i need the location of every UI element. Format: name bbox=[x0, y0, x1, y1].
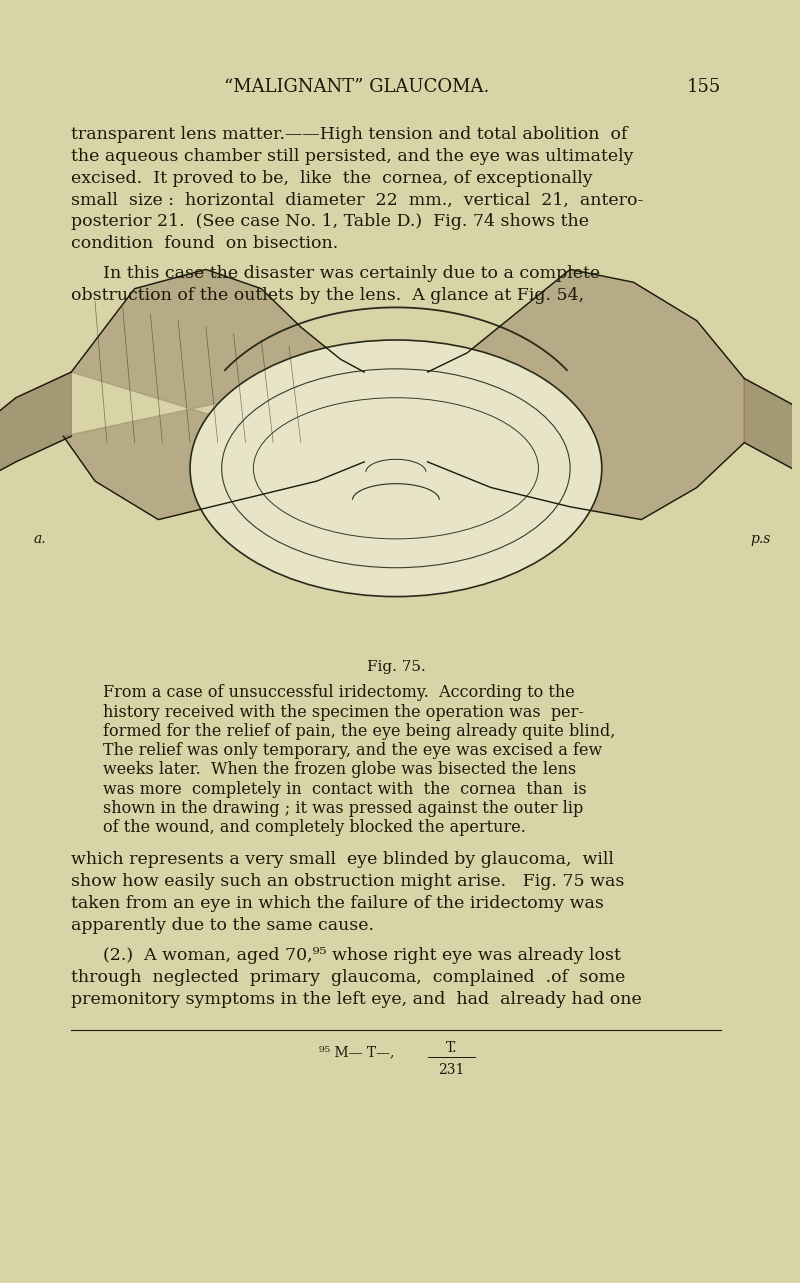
Text: shown in the drawing ; it was pressed against the outer lip: shown in the drawing ; it was pressed ag… bbox=[103, 799, 583, 817]
Text: condition  found  on bisection.: condition found on bisection. bbox=[71, 235, 338, 253]
Text: posterior 21.  (See case No. 1, Table D.)  Fig. 74 shows the: posterior 21. (See case No. 1, Table D.)… bbox=[71, 213, 590, 231]
Text: of the wound, and completely blocked the aperture.: of the wound, and completely blocked the… bbox=[103, 819, 526, 837]
Ellipse shape bbox=[190, 340, 602, 597]
Text: Fig. 75.: Fig. 75. bbox=[366, 661, 426, 674]
Text: a.: a. bbox=[34, 532, 46, 545]
Text: T.: T. bbox=[446, 1042, 457, 1055]
Text: From a case of unsuccessful iridectomy.  According to the: From a case of unsuccessful iridectomy. … bbox=[103, 684, 574, 702]
Polygon shape bbox=[63, 269, 364, 520]
Text: weeks later.  When the frozen globe was bisected the lens: weeks later. When the frozen globe was b… bbox=[103, 761, 576, 779]
Text: 231: 231 bbox=[438, 1064, 465, 1076]
Text: taken from an eye in which the failure of the iridectomy was: taken from an eye in which the failure o… bbox=[71, 894, 604, 912]
Text: was more  completely in  contact with  the  cornea  than  is: was more completely in contact with the … bbox=[103, 780, 586, 798]
Text: 155: 155 bbox=[686, 78, 721, 96]
Text: small  size :  horizontal  diameter  22  mm.,  vertical  21,  antero-: small size : horizontal diameter 22 mm.,… bbox=[71, 191, 644, 209]
Text: which represents a very small  eye blinded by glaucoma,  will: which represents a very small eye blinde… bbox=[71, 851, 614, 869]
Text: transparent lens matter.——High tension and total abolition  of: transparent lens matter.——High tension a… bbox=[71, 126, 628, 144]
Text: the aqueous chamber still persisted, and the eye was ultimately: the aqueous chamber still persisted, and… bbox=[71, 148, 634, 166]
Text: apparently due to the same cause.: apparently due to the same cause. bbox=[71, 916, 374, 934]
Text: through  neglected  primary  glaucoma,  complained  .of  some: through neglected primary glaucoma, comp… bbox=[71, 969, 626, 987]
Text: show how easily such an obstruction might arise.   Fig. 75 was: show how easily such an obstruction migh… bbox=[71, 872, 625, 890]
Text: formed for the relief of pain, the eye being already quite blind,: formed for the relief of pain, the eye b… bbox=[103, 722, 615, 740]
Text: p.s: p.s bbox=[750, 532, 770, 545]
Text: ⁹⁵ M— T—,: ⁹⁵ M— T—, bbox=[318, 1046, 394, 1058]
Text: excised.  It proved to be,  like  the  cornea, of exceptionally: excised. It proved to be, like the corne… bbox=[71, 169, 593, 187]
Polygon shape bbox=[744, 378, 800, 500]
Text: The relief was only temporary, and the eye was excised a few: The relief was only temporary, and the e… bbox=[103, 742, 602, 760]
Text: premonitory symptoms in the left eye, and  had  already had one: premonitory symptoms in the left eye, an… bbox=[71, 990, 642, 1008]
Text: In this case the disaster was certainly due to a complete: In this case the disaster was certainly … bbox=[103, 264, 600, 282]
Polygon shape bbox=[427, 269, 744, 520]
Text: obstruction of the outlets by the lens.  A glance at Fig. 54,: obstruction of the outlets by the lens. … bbox=[71, 286, 584, 304]
Text: (2.)  A woman, aged 70,⁹⁵ whose right eye was already lost: (2.) A woman, aged 70,⁹⁵ whose right eye… bbox=[103, 947, 621, 965]
Text: “MALIGNANT” GLAUCOMA.: “MALIGNANT” GLAUCOMA. bbox=[224, 78, 489, 96]
Polygon shape bbox=[0, 372, 71, 494]
Text: history received with the specimen the operation was  per-: history received with the specimen the o… bbox=[103, 703, 584, 721]
